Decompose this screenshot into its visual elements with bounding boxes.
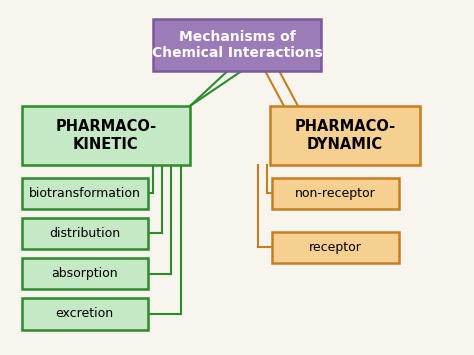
Text: PHARMACO-
DYNAMIC: PHARMACO- DYNAMIC xyxy=(294,119,395,152)
Text: PHARMACO-
KINETIC: PHARMACO- KINETIC xyxy=(55,119,156,152)
Text: biotransformation: biotransformation xyxy=(29,187,141,200)
Text: excretion: excretion xyxy=(55,307,114,320)
FancyBboxPatch shape xyxy=(21,258,148,289)
FancyBboxPatch shape xyxy=(21,298,148,329)
FancyBboxPatch shape xyxy=(21,106,190,165)
FancyBboxPatch shape xyxy=(272,178,399,209)
FancyBboxPatch shape xyxy=(272,232,399,263)
Text: absorption: absorption xyxy=(52,267,118,280)
Text: non-receptor: non-receptor xyxy=(295,187,376,200)
FancyBboxPatch shape xyxy=(21,178,148,209)
Text: Mechanisms of
Chemical Interactions: Mechanisms of Chemical Interactions xyxy=(152,29,322,60)
Text: receptor: receptor xyxy=(309,241,362,254)
Text: distribution: distribution xyxy=(49,227,120,240)
FancyBboxPatch shape xyxy=(153,18,321,71)
FancyBboxPatch shape xyxy=(21,218,148,249)
FancyBboxPatch shape xyxy=(270,106,419,165)
